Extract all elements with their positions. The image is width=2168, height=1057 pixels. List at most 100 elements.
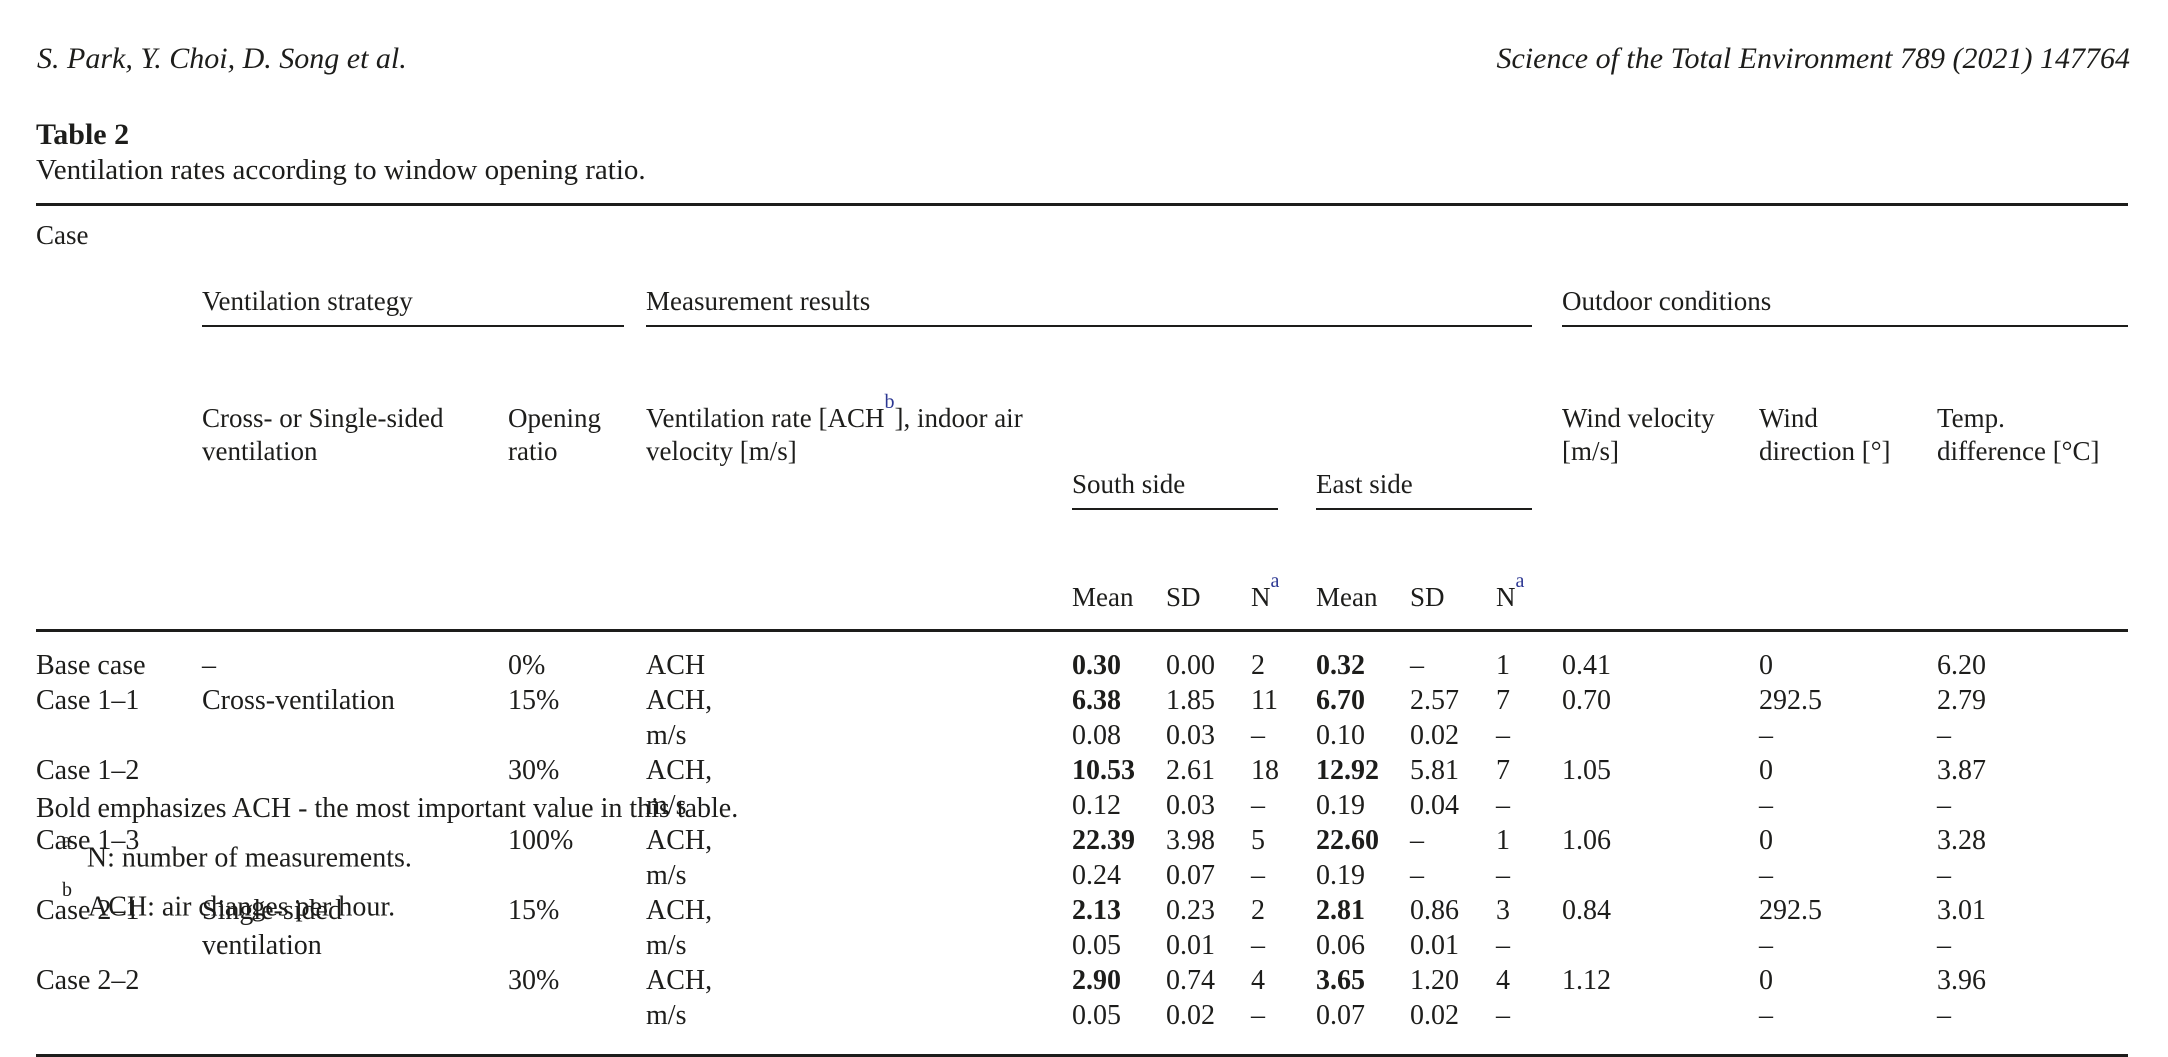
- cell-temp-difference: 3.28: [1937, 825, 1987, 856]
- group-label-south-side: South side: [1072, 468, 1279, 510]
- table-row: Case 1–2 30% ACH, 10.53 2.61 18 12.92 5.…: [36, 753, 2128, 788]
- cell-case: [36, 998, 202, 1056]
- cell-south-sd: 0.03: [1166, 720, 1216, 751]
- cell-wind-direction: –: [1759, 860, 1774, 891]
- cell-strategy: [202, 998, 508, 1056]
- col-header-south-mean: Mean: [1072, 582, 1134, 612]
- footnote-bold: Bold emphasizes ACH - the most important…: [36, 793, 739, 824]
- cell-east-sd: 2.57: [1410, 685, 1460, 716]
- cell-east-mean: 3.65: [1316, 965, 1366, 996]
- cell-east-sd: 0.86: [1410, 895, 1460, 926]
- group-label-ventilation-strategy: Ventilation strategy: [202, 285, 625, 327]
- cell-south-sd: 0.00: [1166, 650, 1216, 681]
- cell-south-sd: 0.03: [1166, 790, 1216, 821]
- table-row: Case 1–1 Cross-ventilation 15% ACH, 6.38…: [36, 683, 2128, 718]
- cell-wind-velocity: [1562, 718, 1759, 753]
- col-header-east-mean: Mean: [1316, 582, 1378, 612]
- cell-quantity: m/s: [646, 790, 687, 821]
- cell-wind-velocity: [1562, 998, 1759, 1056]
- cell-wind-direction: 0: [1759, 965, 1774, 996]
- cell-wind-velocity: 0.41: [1562, 650, 1612, 681]
- cell-east-n: –: [1496, 860, 1511, 891]
- footnote-marker-b: b: [62, 879, 72, 902]
- cell-temp-difference: –: [1937, 790, 1952, 821]
- cell-ratio: 30%: [508, 965, 560, 996]
- cell-south-sd: 0.74: [1166, 965, 1216, 996]
- cell-east-mean: 0.10: [1316, 720, 1366, 751]
- cell-wind-direction: 292.5: [1759, 895, 1823, 926]
- table-row: m/s 0.08 0.03 – 0.10 0.02 – – –: [36, 718, 2128, 753]
- cell-east-n: 7: [1496, 685, 1511, 716]
- cell-east-n: 7: [1496, 755, 1511, 786]
- cell-temp-difference: 3.01: [1937, 895, 1987, 926]
- cell-temp-difference: 6.20: [1937, 650, 1987, 681]
- cell-ratio: 100%: [508, 825, 574, 856]
- cell-east-mean: 0.32: [1316, 650, 1366, 681]
- table-row: Case 1–3 100% ACH, 22.39 3.98 5 22.60 – …: [36, 823, 2128, 858]
- cell-south-sd: 1.85: [1166, 685, 1216, 716]
- running-head-journal: Science of the Total Environment 789 (20…: [1496, 42, 2130, 75]
- cell-quantity: m/s: [646, 930, 687, 961]
- cell-south-sd: 0.01: [1166, 930, 1216, 961]
- cell-south-mean: 0.05: [1072, 1000, 1122, 1031]
- cell-south-sd: 2.61: [1166, 755, 1216, 786]
- results-table: Case Ventilation strategy Measurement re…: [36, 203, 2129, 1057]
- group-label-outdoor-conditions: Outdoor conditions: [1562, 285, 2129, 327]
- n-label: N: [1496, 582, 1516, 612]
- footnote-b: b ACH: air changes per hour.: [36, 879, 738, 924]
- cell-east-n: 1: [1496, 650, 1511, 681]
- cell-quantity: m/s: [646, 1000, 687, 1031]
- cell-east-sd: 0.01: [1410, 930, 1460, 961]
- col-header-cross-single: Cross- or Single-sided ventilation: [202, 403, 444, 466]
- cell-wind-velocity: [1562, 858, 1759, 893]
- cell-east-sd: 1.20: [1410, 965, 1460, 996]
- group-header-measurement-results: Measurement results: [646, 205, 1562, 394]
- cell-wind-direction: 0: [1759, 755, 1774, 786]
- cell-east-mean: 22.60: [1316, 825, 1380, 856]
- cell-east-n: –: [1496, 790, 1511, 821]
- cell-east-mean: 0.07: [1316, 1000, 1366, 1031]
- cell-quantity: m/s: [646, 860, 687, 891]
- running-head-authors: S. Park, Y. Choi, D. Song et al.: [37, 42, 407, 75]
- cell-wind-velocity: 1.06: [1562, 825, 1612, 856]
- cell-south-n: –: [1251, 790, 1266, 821]
- cell-east-n: 4: [1496, 965, 1511, 996]
- cell-south-mean: 0.30: [1072, 650, 1122, 681]
- cell-temp-difference: –: [1937, 1000, 1952, 1031]
- cell-south-mean: 2.13: [1072, 895, 1122, 926]
- cell-strategy: [202, 718, 508, 753]
- table-row: ventilation m/s 0.05 0.01 – 0.06 0.01 – …: [36, 928, 2128, 963]
- stat-header-row: Mean SD Na Mean SD Na: [36, 571, 2128, 631]
- cell-strategy: [202, 753, 508, 788]
- cell-east-mean: 0.19: [1316, 860, 1366, 891]
- cell-east-sd: 0.04: [1410, 790, 1460, 821]
- cell-wind-direction: 0: [1759, 650, 1774, 681]
- cell-east-sd: 0.02: [1410, 1000, 1460, 1031]
- ventilation-rate-text-post: ], indoor air velocity [m/s]: [646, 403, 1023, 466]
- cell-east-mean: 6.70: [1316, 685, 1366, 716]
- col-header-case: Case: [36, 220, 89, 250]
- col-header-south-sd: SD: [1166, 582, 1201, 612]
- col-header-wind-velocity: Wind velocity [m/s]: [1562, 403, 1715, 466]
- ventilation-rate-text-pre: Ventilation rate [ACH: [646, 403, 885, 433]
- cell-wind-velocity: 1.12: [1562, 965, 1612, 996]
- cell-temp-difference: 3.96: [1937, 965, 1987, 996]
- cell-quantity: ACH,: [646, 685, 713, 716]
- cell-south-mean: 22.39: [1072, 825, 1136, 856]
- cell-south-n: 11: [1251, 685, 1278, 716]
- cell-east-mean: 12.92: [1316, 755, 1380, 786]
- cell-east-mean: 0.19: [1316, 790, 1366, 821]
- table-row: m/s 0.05 0.02 – 0.07 0.02 – – –: [36, 998, 2128, 1056]
- cell-south-n: 4: [1251, 965, 1266, 996]
- cell-ratio: [508, 928, 646, 963]
- cell-temp-difference: –: [1937, 930, 1952, 961]
- n-label: N: [1251, 582, 1271, 612]
- cell-wind-velocity: [1562, 788, 1759, 823]
- cell-quantity: m/s: [646, 720, 687, 751]
- footnote-ref-a: a: [1515, 570, 1525, 592]
- cell-temp-difference: –: [1937, 860, 1952, 891]
- cell-quantity: ACH,: [646, 965, 713, 996]
- cell-strategy: [202, 963, 508, 998]
- cell-wind-velocity: [1562, 928, 1759, 963]
- cell-wind-velocity: 0.70: [1562, 685, 1612, 716]
